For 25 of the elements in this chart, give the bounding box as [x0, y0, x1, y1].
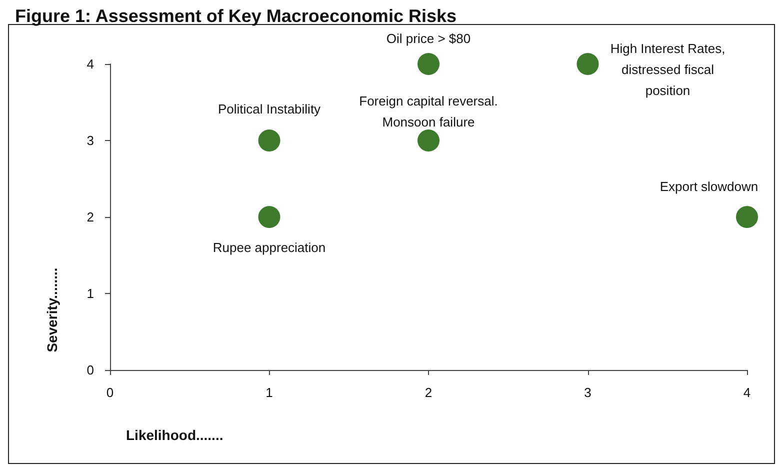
y-tick-label: 3	[86, 133, 94, 148]
x-tick-label: 1	[266, 385, 273, 400]
x-axis-title: Likelihood.......	[126, 427, 224, 443]
point	[576, 53, 599, 75]
annotation: Rupee appreciation	[212, 240, 326, 255]
x-tick-label: 0	[106, 385, 114, 400]
annotation: High Interest Rates, distressed fiscal position	[610, 41, 726, 98]
annotation: Oil price > $80	[386, 31, 471, 46]
annotation: Foreign capital reversal. Monsoon failure	[359, 94, 498, 130]
y-axis-title: Severity........	[44, 268, 60, 352]
annotation: Export slowdown	[660, 179, 758, 194]
y-tick-label: 1	[86, 286, 94, 301]
y-tick-label: 0	[86, 362, 94, 378]
y-tick-label: 2	[86, 210, 94, 224]
point	[418, 53, 440, 75]
point	[736, 206, 758, 228]
annotation: Political Instability	[218, 102, 322, 116]
point	[258, 206, 280, 228]
point	[418, 130, 440, 152]
y-tick-label: 4	[86, 56, 94, 72]
x-tick-label: 3	[584, 385, 592, 400]
x-tick-label: 4	[743, 385, 751, 400]
x-tick-label: 2	[424, 385, 432, 400]
point	[258, 130, 280, 152]
chart-title: Figure 1: Assessment of Key Macroeconomic Risks	[15, 6, 456, 26]
